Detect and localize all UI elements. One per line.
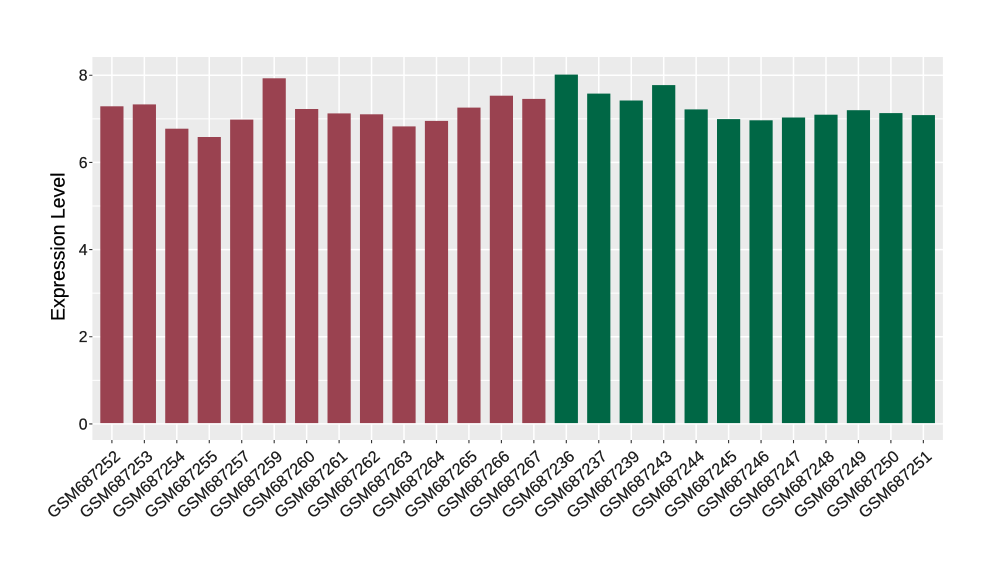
svg-text:0: 0	[79, 416, 88, 433]
svg-text:8: 8	[79, 68, 88, 85]
svg-text:2: 2	[79, 329, 88, 346]
svg-text:4: 4	[79, 242, 88, 259]
svg-text:6: 6	[79, 155, 88, 172]
svg-text:Expression Level: Expression Level	[47, 173, 69, 321]
